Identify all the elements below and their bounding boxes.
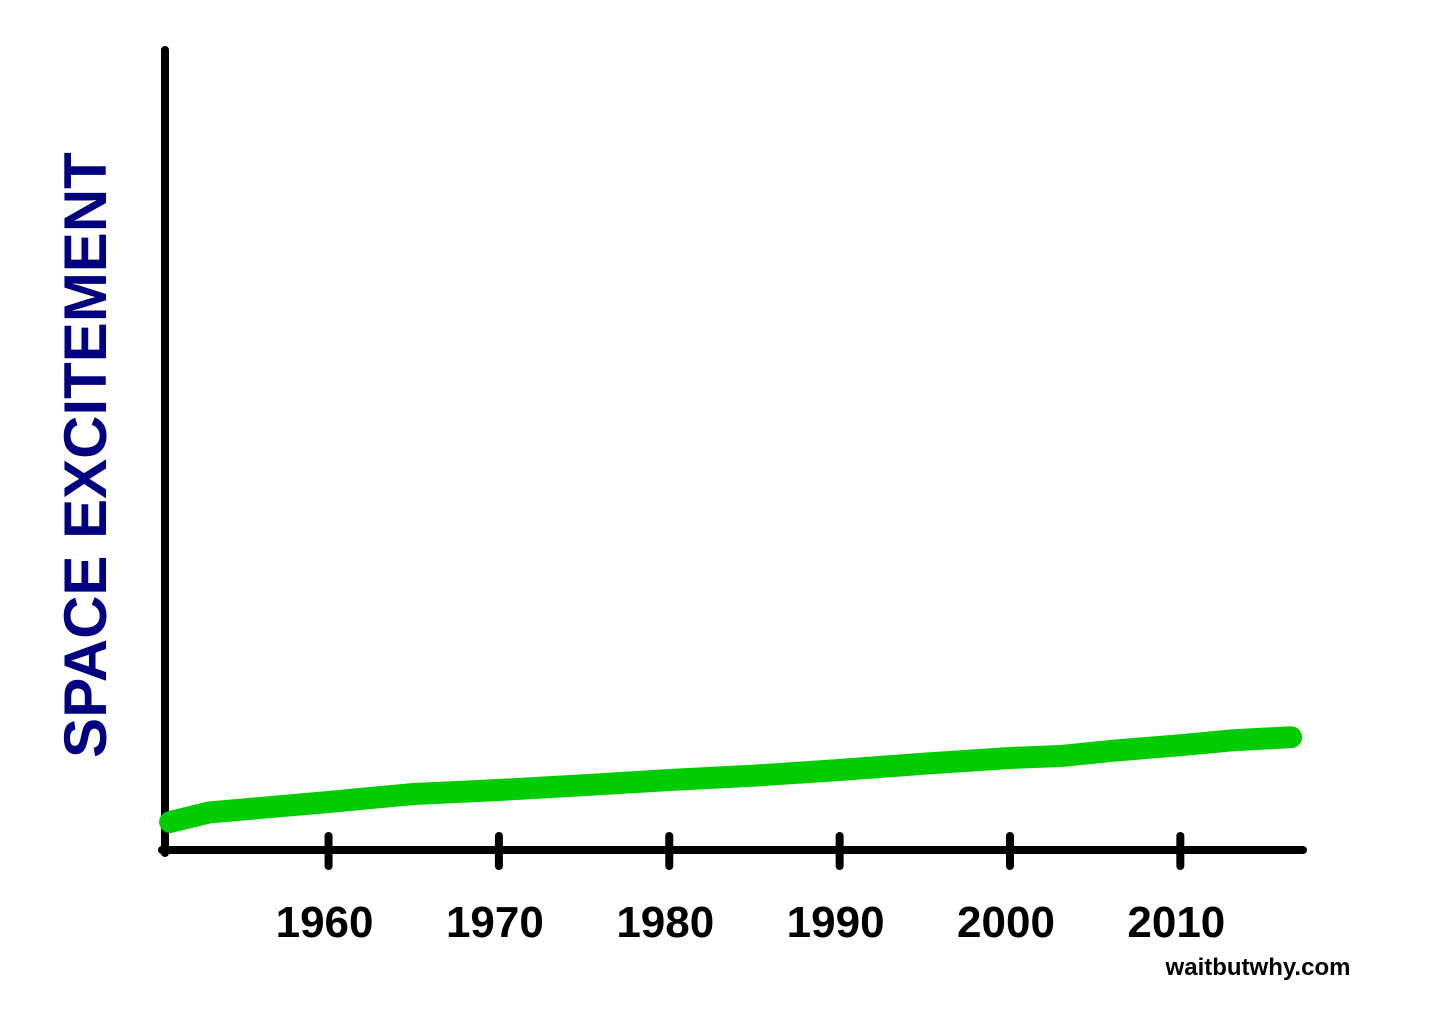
x-tick-label: 1960 (276, 898, 374, 947)
x-tick-label: 1980 (616, 898, 714, 947)
credit: waitbutwhy.com (1165, 954, 1351, 981)
y-axis-label: SPACE EXCITEMENT (52, 152, 119, 758)
x-tick-label: 2000 (957, 898, 1055, 947)
line (159, 726, 1303, 833)
x-tick-label: 2010 (1127, 898, 1225, 947)
x-tick-label: 1990 (787, 898, 885, 947)
x-tick-label: 1970 (446, 898, 544, 947)
